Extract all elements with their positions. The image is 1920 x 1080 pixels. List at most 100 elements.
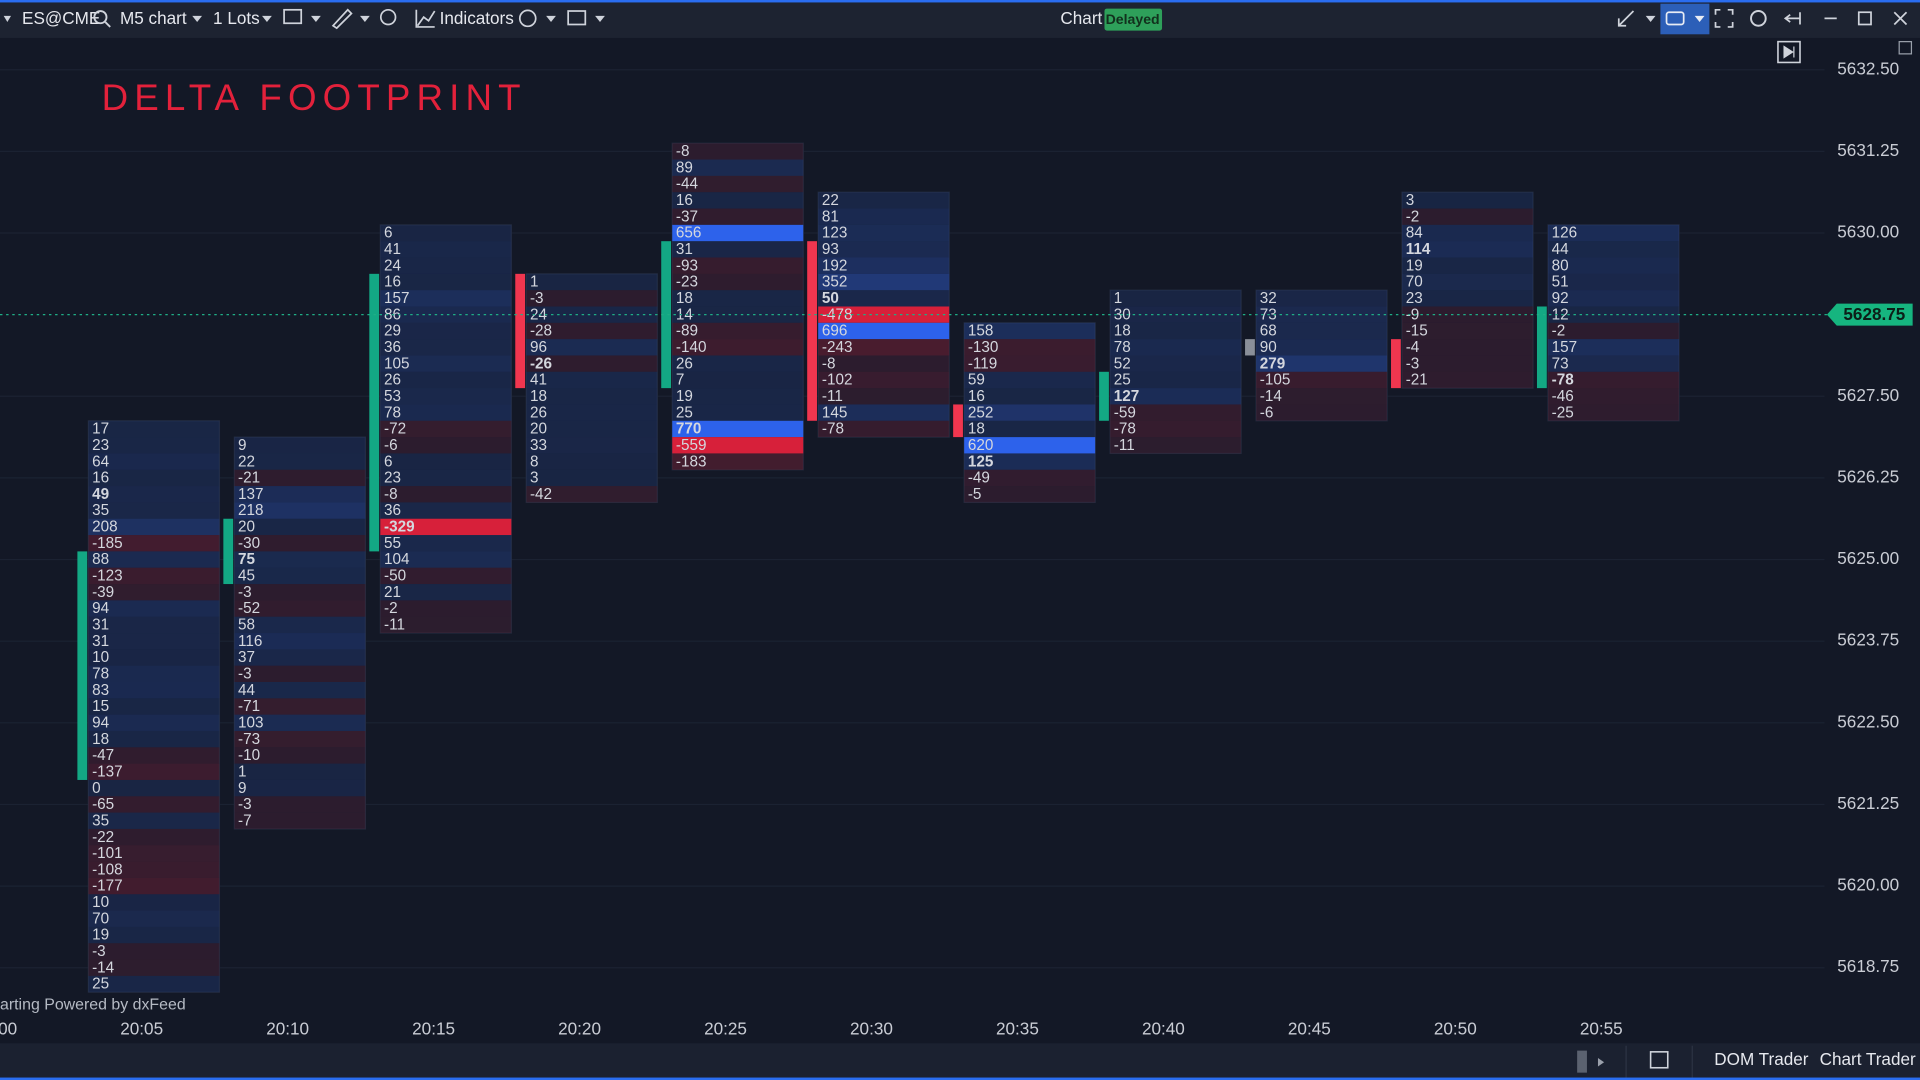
footprint-value: 70 [92,910,109,927]
footprint-cell [88,518,220,536]
footprint-cell [964,355,1096,372]
footprint-cell [1110,420,1242,438]
template-icon[interactable] [283,8,303,25]
footprint-value: -6 [1260,404,1274,421]
timeframe[interactable]: M5 chart [120,8,187,28]
footprint-cell [380,469,512,487]
candle-body [807,241,817,421]
close-button[interactable] [1893,11,1908,26]
footprint-value: -21 [1406,372,1428,389]
footprint-value: 21 [384,584,401,601]
footprint-value: 279 [1260,355,1286,372]
footprint-cell [964,453,1096,470]
draw-caret[interactable] [360,15,370,23]
chart-trader[interactable]: Chart Trader [1820,1049,1916,1069]
settings-icon[interactable] [1750,10,1767,27]
footprint-value: 218 [238,502,264,519]
footprint-value: -78 [1552,372,1575,389]
footprint-value: 53 [384,388,401,405]
footprint-value: -478 [822,306,853,323]
footprint-value: -123 [92,568,123,585]
footprint-cell [818,273,950,291]
footprint-cell [380,371,512,389]
footprint-value: 0 [92,780,101,797]
layout-caret[interactable] [595,15,605,23]
lots-caret[interactable] [262,15,272,23]
footprint-value: -8 [676,143,690,160]
footprint-value: -185 [92,535,123,552]
footprint-cell [1402,290,1534,307]
footprint-value: 770 [676,421,702,438]
footprint-cell [380,388,512,405]
y-tick-label: 5625.00 [1837,548,1899,568]
footprint-value: 19 [92,927,109,944]
footprint-value: 18 [530,388,547,405]
footprint-cell [526,306,658,323]
footprint-cell [818,257,950,274]
footprint-value: 16 [676,192,693,209]
search-icon[interactable] [93,10,108,25]
crosshair-icon[interactable] [518,9,537,28]
calendar-icon[interactable] [1649,1051,1669,1069]
collapse-caret[interactable] [1645,15,1656,23]
indicators-icon[interactable] [415,9,436,28]
footprint-cell [818,404,950,421]
footprint-cell [88,616,220,634]
footprint-value: -11 [384,617,405,634]
timeframe-caret[interactable] [192,15,203,23]
footprint-cell [234,763,366,780]
crosshair-caret[interactable] [546,15,556,23]
layout-icon[interactable] [567,10,587,26]
footprint-cell [88,926,220,944]
candle-body [1391,339,1401,389]
footprint-box [1401,191,1534,389]
footprint-value: -5 [968,486,982,503]
footprint-cell [1548,322,1680,340]
footprint-cell [526,404,658,421]
zoom-icon[interactable] [379,8,397,26]
footprint-value: 145 [822,404,848,421]
dom-trader[interactable]: DOM Trader [1714,1049,1809,1069]
template-caret[interactable] [311,15,321,23]
menu-caret[interactable] [3,15,12,23]
footprint-value: 41 [384,241,401,258]
footprint-value: -3 [1406,355,1420,372]
footprint-cell [88,633,220,650]
search-icon-handle [104,21,111,28]
fullscreen-icon[interactable] [1714,8,1734,28]
footprint-value: 123 [822,225,848,242]
footprint-cell [88,437,220,454]
footprint-value: -3 [92,943,106,960]
axis-toggle[interactable] [1898,41,1913,55]
lots[interactable]: 1 Lots [213,8,260,28]
maximize-button[interactable] [1857,11,1872,26]
footprint-value: -140 [676,339,707,356]
symbol[interactable]: ES@CME [22,8,100,28]
candle-body [1245,339,1255,356]
footprint-cell [1110,388,1242,405]
collapse-icon[interactable] [1617,10,1635,27]
footprint-value: 78 [384,404,401,421]
footprint-value: 10 [92,894,109,911]
scrollbar-thumb[interactable] [1577,1050,1587,1073]
x-tick-label: 20:25 [704,1018,747,1038]
footprint-cell [1402,208,1534,225]
footprint-value: -11 [1114,437,1135,454]
footprint-box [1109,289,1242,455]
footprint-cell [526,290,658,307]
footprint-value: 137 [238,486,264,503]
scroll-end-button[interactable] [1777,40,1801,64]
footprint-cell [1402,371,1534,389]
footprint-value: -73 [238,731,260,748]
footprint-value: -71 [238,698,260,715]
footprint-cell [88,665,220,682]
footprint-cell [526,339,658,356]
footprint-value: 88 [92,551,109,568]
draw-icon[interactable] [331,8,353,30]
indicators[interactable]: Indicators [440,8,514,28]
footprint-value: 37 [238,649,255,666]
pin-icon[interactable] [1783,12,1801,25]
footprint-value: 19 [1406,257,1423,274]
footprint-cell [380,551,512,568]
scroll-arrow[interactable] [1597,1057,1605,1067]
